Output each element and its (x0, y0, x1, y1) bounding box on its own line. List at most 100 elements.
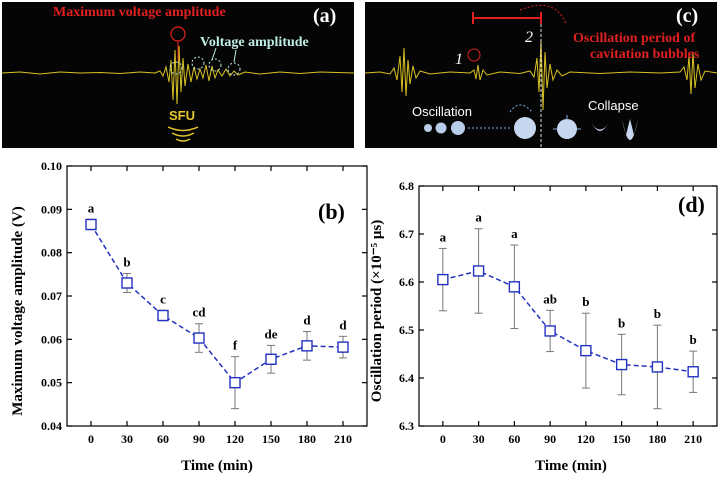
chart-d-data-point (687, 366, 699, 378)
chart-d-significance-label: b (618, 315, 625, 330)
annotation-max-voltage: Maximum voltage amplitude (53, 5, 226, 20)
amp-circle-3 (208, 58, 222, 72)
chart-d-significance-label: b (690, 332, 697, 347)
chart-d-ylabel: Oscillation period (×10⁻⁵ μs) (369, 220, 385, 402)
chart-d-significance-label: b (582, 294, 589, 309)
chart-d-xlabel: Time (min) (535, 458, 607, 474)
annotation-sfu: SFU (169, 108, 195, 123)
oscillation-arc (509, 104, 533, 113)
panel-label-c: (c) (676, 5, 698, 27)
chart-b-ytick-label: 0.06 (41, 332, 62, 346)
chart-b-xlabel: Time (min) (181, 458, 253, 474)
chart-d-xtick-label: 90 (544, 432, 556, 446)
amp-circle-2 (191, 56, 205, 70)
chart-d-significance-label: a (440, 229, 447, 244)
bubble-4 (514, 117, 536, 139)
chart-d-significance-label: ab (543, 291, 557, 306)
chart-d-ytick-label: 6.5 (399, 323, 414, 337)
bubble-2 (435, 122, 447, 134)
bubble-marker-circle (467, 48, 481, 62)
chart-d-significance-label: a (475, 210, 482, 225)
chart-d-xtick-label: 120 (577, 432, 595, 446)
amp-circle-4 (227, 62, 241, 76)
sfu-wave-1 (167, 126, 199, 132)
chart-b-data-point (337, 341, 349, 353)
chart-b-xtick-label: 0 (88, 432, 94, 446)
amp-arrow-2 (233, 49, 237, 63)
chart-b-ytick-label: 0.04 (41, 419, 62, 433)
chart-b-ytick-label: 0.05 (41, 376, 62, 390)
chart-b-xtick-label: 180 (298, 432, 316, 446)
chart-b-xtick-label: 60 (157, 432, 169, 446)
chart-d-data-point (437, 273, 449, 286)
period-arrow (519, 4, 567, 25)
chart-b: Maximum voltage amplitude (V) Time (min)… (10, 159, 368, 474)
chart-b-ylabel: Maximum voltage amplitude (V) (10, 206, 26, 416)
chart-d-xtick-label: 150 (613, 432, 631, 446)
chart-b-data-point (193, 332, 205, 344)
collapse-bubble-2 (622, 119, 638, 140)
chart-d-frame (418, 185, 718, 427)
chart-b-ytick-label: 0.09 (41, 202, 62, 216)
chart-d-ytick-label: 6.4 (399, 371, 414, 385)
chart-d-data-point (580, 344, 592, 357)
panel-c: 1 2 Oscillation period of cavitation bub… (364, 2, 718, 148)
chart-d-data-point (615, 358, 628, 371)
chart-b-data-point (229, 376, 241, 389)
bubble-3 (451, 121, 465, 135)
bubble-5 (557, 119, 577, 139)
panel-label-d: (d) (678, 192, 705, 217)
label-collapse: Collapse (588, 98, 639, 113)
chart-d-data-point (544, 325, 556, 337)
chart-b-xtick-label: 30 (121, 432, 133, 446)
chart-b-significance-label: b (123, 254, 130, 269)
chart-b-ytick-label: 0.07 (41, 289, 62, 303)
chart-d-xtick-label: 0 (440, 432, 446, 446)
panel-label-b: (b) (318, 199, 345, 224)
chart-d-xtick-label: 60 (508, 432, 520, 446)
panel-label-a: (a) (313, 5, 336, 27)
chart-d-data-point (651, 361, 664, 373)
chart-b-significance-label: cd (193, 305, 207, 320)
chart-b-xtick-label: 210 (334, 432, 352, 446)
chart-d-data-point (508, 281, 521, 293)
chart-d-series-line (442, 270, 694, 373)
chart-b-xtick-label: 120 (226, 432, 244, 446)
amp-arrow-1 (211, 47, 217, 61)
marker-2: 2 (525, 29, 533, 46)
chart-b-significance-label: a (88, 200, 95, 215)
chart-d-ytick-label: 6.3 (399, 419, 414, 433)
chart-b-ytick-label: 0.08 (41, 246, 62, 260)
annotation-period-line1: Oscillation period of (573, 31, 695, 46)
chart-d-xtick-label: 180 (648, 432, 666, 446)
sfu-wave-2 (171, 132, 195, 137)
chart-b-data-point (157, 309, 169, 322)
chart-b-significance-label: d (339, 317, 347, 332)
amp-circle-1 (169, 61, 183, 75)
chart-d-significance-label: a (511, 226, 518, 241)
chart-b-data-point (121, 277, 133, 289)
chart-d-data-point (472, 265, 485, 277)
chart-d-xtick-label: 210 (684, 432, 702, 446)
chart-b-significance-label: c (160, 291, 166, 306)
chart-d-ytick-label: 6.8 (399, 179, 414, 193)
chart-b-significance-label: d (303, 313, 311, 328)
chart-b-data-point (265, 353, 277, 365)
waveform-c (364, 39, 718, 111)
chart-d-ytick-label: 6.6 (399, 275, 414, 289)
panel-a: Maximum voltage amplitude Voltage amplit… (1, 2, 355, 148)
waveform-a (1, 45, 355, 105)
chart-b-series-line (90, 224, 344, 384)
chart-b-significance-label: de (265, 326, 278, 341)
chart-b-ytick-label: 0.10 (41, 159, 62, 173)
chart-b-significance-label: f (233, 338, 238, 353)
annotation-voltage-amplitude: Voltage amplitude (200, 35, 309, 50)
chart-b-xtick-label: 150 (262, 432, 280, 446)
chart-d: Oscillation period (×10⁻⁵ μs) Time (min)… (369, 179, 718, 474)
chart-b-data-point (301, 340, 313, 352)
chart-d-ytick-label: 6.7 (399, 227, 414, 241)
marker-1: 1 (455, 51, 463, 68)
bubble-1 (424, 124, 432, 132)
label-oscillation: Oscillation (412, 104, 472, 119)
